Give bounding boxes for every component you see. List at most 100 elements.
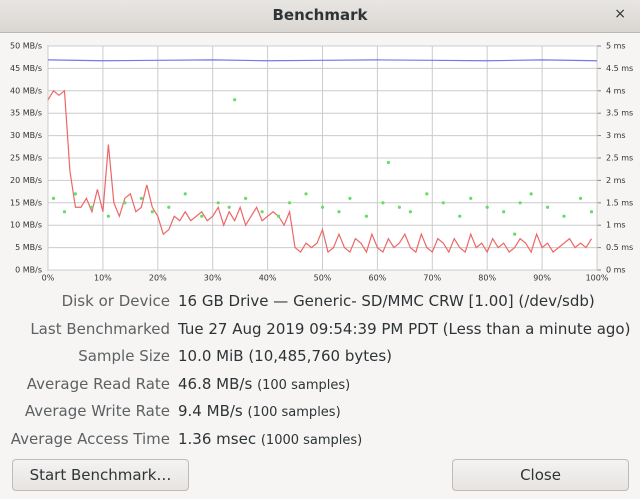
access-point: [386, 160, 390, 165]
y2-tick-label: 1.5 ms: [606, 198, 633, 207]
rate-line: [47, 89, 593, 254]
y-tick-label: 0 MB/s: [15, 266, 42, 275]
detail-value-group: 46.8 MB/s (100 samples): [178, 375, 350, 393]
x-tick-label: 30%: [204, 274, 222, 283]
y2-tick-label: 0.5 ms: [606, 243, 633, 252]
y2-tick-label: 3 ms: [606, 131, 626, 140]
x-tick-label: 50%: [314, 274, 332, 283]
y2-tick-label: 2 ms: [606, 176, 626, 185]
access-point: [578, 196, 583, 200]
detail-value-group: Tue 27 Aug 2019 09:54:39 PM PDT (Less th…: [178, 320, 630, 338]
detail-label: Average Read Rate: [26, 374, 170, 393]
access-point: [485, 205, 489, 209]
detail-label: Average Access Time: [10, 430, 170, 448]
access-point: [425, 192, 429, 196]
access-point: [106, 214, 110, 218]
y-tick-label: 10 MB/s: [10, 221, 42, 230]
detail-row: Last Benchmarked Tue 27 Aug 2019 09:54:39…: [0, 320, 640, 344]
x-tick-label: 100%: [586, 274, 609, 283]
window-title: Benchmark: [272, 6, 368, 24]
detail-row: Average Access Time 1.36 msec (1000 sampl…: [0, 430, 640, 454]
access-point: [90, 205, 94, 209]
access-point: [244, 196, 248, 200]
access-point: [260, 210, 264, 214]
detail-note: (1000 samples): [260, 433, 363, 448]
access-point: [320, 205, 325, 209]
chart: 0 MB/s 5 MB/s 10 MB/s 15 MB/s 20 MB/s 25 MB/s…: [10, 42, 633, 283]
y-tick-label: 25 MB/s: [10, 154, 42, 163]
access-point: [167, 205, 171, 209]
access-point: [348, 196, 352, 200]
access-point: [545, 205, 550, 209]
detail-label: Average Write Rate: [24, 402, 170, 421]
y2-tick-label: 3.5 ms: [606, 109, 633, 118]
x-tick-label: 10%: [94, 274, 112, 283]
access-point: [276, 214, 281, 218]
access-point: [458, 214, 462, 218]
access-point: [139, 196, 143, 200]
access-point: [233, 98, 237, 102]
y-tick-label: 40 MB/s: [10, 86, 42, 95]
access-point: [337, 210, 341, 214]
access-point: [304, 192, 308, 196]
detail-value: 9.4 MB/s: [178, 402, 243, 421]
detail-row: Sample Size 10.0 MiB (10,485,760 bytes): [0, 347, 640, 371]
access-point: [589, 210, 594, 214]
close-button[interactable]: Close: [452, 459, 629, 491]
y2-tick-label: 1 ms: [606, 221, 626, 230]
access-point: [562, 214, 566, 218]
start-button[interactable]: Start Benchmark…: [12, 459, 189, 491]
access-point: [183, 192, 187, 196]
detail-value-group: 10.0 MiB (10,485,760 bytes): [178, 347, 392, 365]
y-tick-label: 30 MB/s: [10, 131, 42, 140]
x-tick-label: 20%: [149, 274, 167, 283]
detail-value: 1.36 msec: [178, 430, 257, 448]
y-tick-label: 35 MB/s: [10, 109, 42, 118]
x-tick-label: 0%: [42, 274, 55, 283]
rate-line: [47, 59, 598, 62]
access-point: [73, 192, 78, 196]
x-tick-label: 70%: [423, 274, 441, 283]
detail-value: 10.0 MiB (10,485,760 bytes): [178, 347, 393, 366]
y2-tick-label: 4.5 ms: [606, 64, 633, 73]
x-tick-label: 40%: [259, 274, 277, 283]
access-point: [216, 201, 220, 205]
access-point: [227, 205, 231, 209]
access-point: [364, 214, 369, 218]
access-point: [469, 196, 473, 200]
detail-value: 16 GB Drive — Generic- SD/MMC CRW [1.00]…: [178, 292, 595, 310]
detail-note: (100 samples): [257, 377, 351, 393]
detail-row: Average Write Rate 9.4 MB/s (100 samples): [0, 402, 640, 426]
y2-tick-label: 4 ms: [606, 86, 626, 95]
x-tick-label: 90%: [533, 274, 551, 283]
detail-label: Disk or Device: [61, 292, 170, 310]
detail-value-group: 16 GB Drive — Generic- SD/MMC CRW [1.00]…: [178, 292, 595, 310]
access-point: [200, 214, 204, 218]
detail-row: Average Read Rate 46.8 MB/s (100 samples): [0, 375, 640, 399]
access-point: [287, 201, 292, 205]
close-icon[interactable]: ×: [614, 6, 626, 22]
access-point: [62, 210, 67, 214]
detail-label: Sample Size: [78, 347, 170, 366]
y-tick-label: 5 MB/s: [15, 243, 42, 252]
access-point: [502, 210, 506, 214]
detail-value: Tue 27 Aug 2019 09:54:39 PM PDT (Less th…: [178, 319, 631, 338]
detail-label: Last Benchmarked: [30, 319, 170, 338]
access-point: [51, 196, 56, 200]
access-point: [397, 205, 401, 209]
access-point: [150, 210, 154, 214]
y2-tick-label: 5 ms: [606, 42, 626, 51]
access-point: [408, 210, 412, 214]
access-point: [441, 201, 445, 205]
detail-row: Disk or Device 16 GB Drive — Generic- SD/…: [0, 292, 640, 316]
access-point: [529, 192, 533, 196]
detail-value-group: 9.4 MB/s (100 samples): [178, 402, 341, 420]
y-tick-label: 20 MB/s: [10, 176, 42, 185]
x-tick-label: 80%: [478, 274, 496, 283]
x-tick-label: 60%: [369, 274, 387, 283]
y-tick-label: 50 MB/s: [10, 42, 42, 51]
y2-tick-label: 0 ms: [606, 266, 626, 275]
detail-note: (100 samples): [247, 405, 341, 421]
access-point: [381, 201, 385, 205]
